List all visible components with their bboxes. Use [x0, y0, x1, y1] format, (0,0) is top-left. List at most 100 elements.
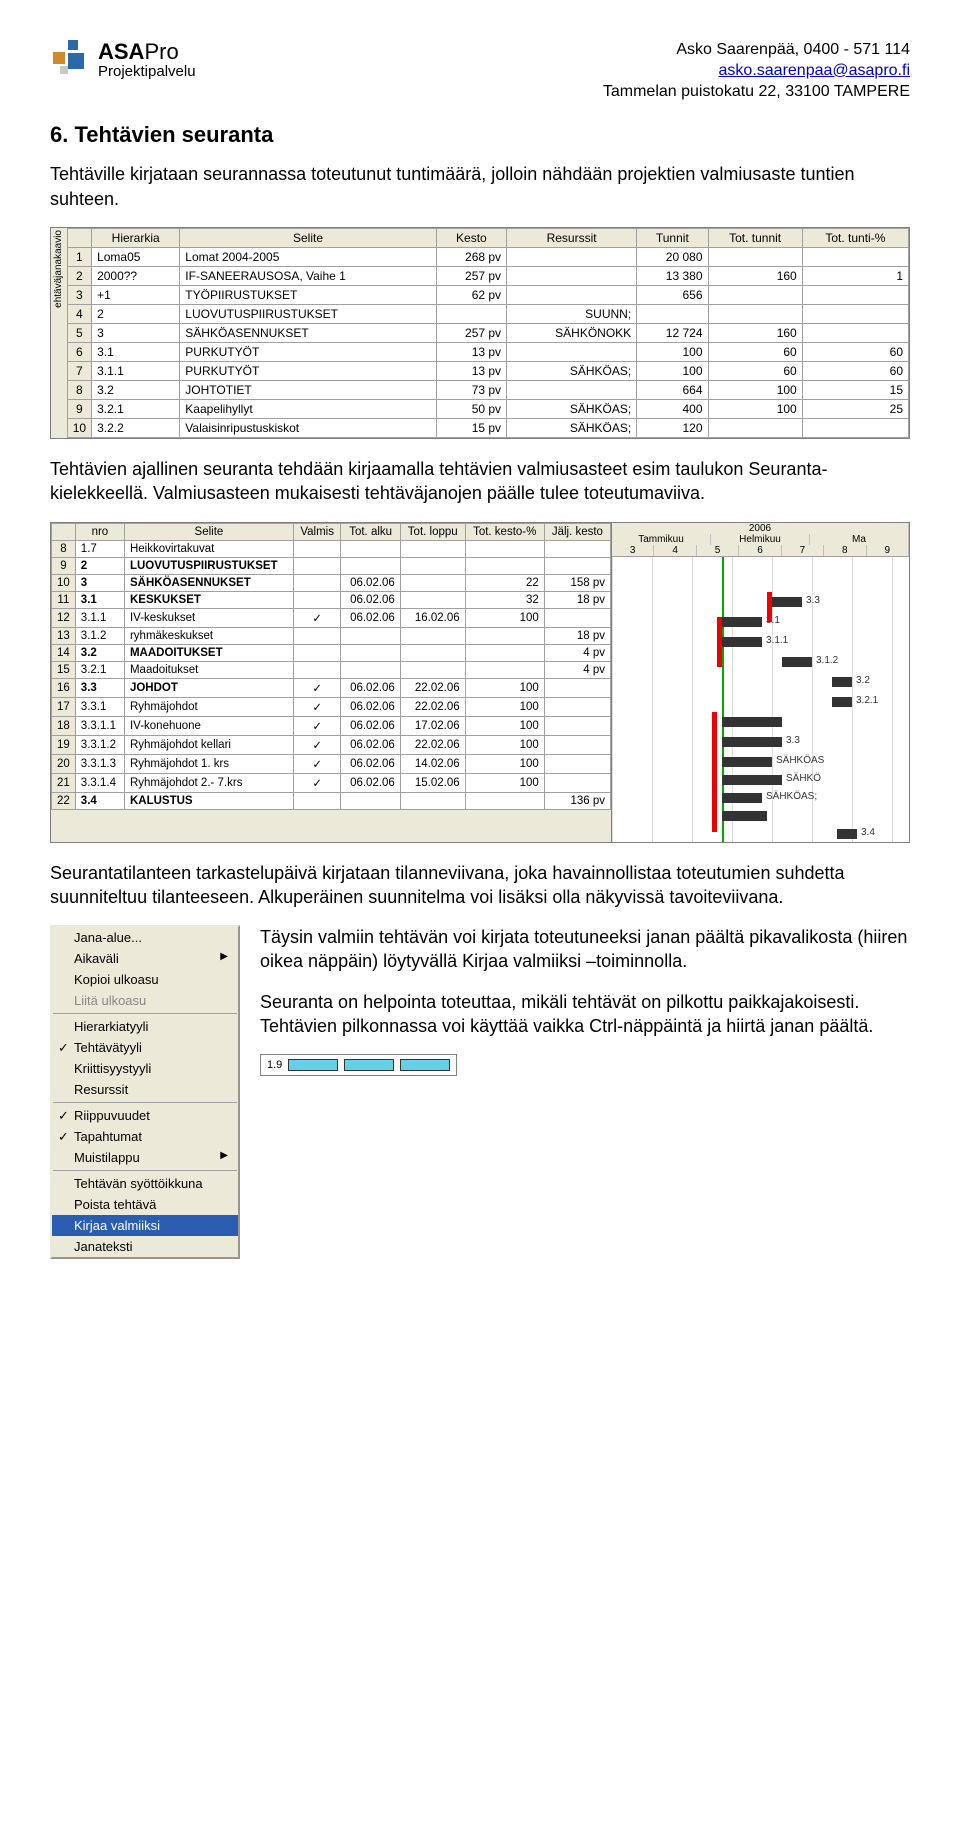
gantt-bar[interactable] [837, 829, 857, 839]
table-row[interactable]: 1Loma05Lomat 2004-2005268 pv20 080 [67, 247, 908, 266]
company-subtitle: Projektipalvelu [98, 64, 196, 81]
gantt-bar[interactable] [722, 811, 767, 821]
column-header: Jälj. kesto [544, 523, 610, 540]
mini-gantt-bar [344, 1059, 394, 1071]
contact-name: Asko Saarenpää, 0400 - 571 114 [603, 40, 910, 61]
paragraph-3: Seurantatilanteen tarkastelupäivä kirjat… [50, 861, 910, 910]
menu-item[interactable]: Aikaväli▶ [52, 948, 238, 969]
mini-gantt-bar [400, 1059, 450, 1071]
table-row[interactable]: 153.2.1Maadoitukset4 pv [52, 661, 611, 678]
contact-email-link[interactable]: asko.saarenpaa@asapro.fi [719, 62, 910, 79]
vertical-tab-label: ehtäväjanakaavio [51, 228, 67, 438]
gantt-bar[interactable] [782, 657, 812, 667]
paragraph-2: Tehtävien ajallinen seuranta tehdään kir… [50, 457, 910, 506]
gantt-bar-label: 3.4 [861, 827, 875, 838]
menu-item[interactable]: Hierarkiatyyli [52, 1016, 238, 1037]
gantt-bar-label: 3.2.1 [856, 695, 878, 706]
menu-item[interactable]: Janateksti [52, 1236, 238, 1257]
gantt-bar[interactable] [722, 757, 772, 767]
table-row[interactable]: 63.1PURKUTYÖT13 pv1006060 [67, 342, 908, 361]
column-header: Tot. tunnit [708, 228, 802, 247]
column-header: Resurssit [507, 228, 637, 247]
column-header: Kesto [436, 228, 506, 247]
table-row[interactable]: 3+1TYÖPIIRUSTUKSET62 pv656 [67, 285, 908, 304]
logo-block: ASAPro Projektipalvelu [50, 40, 196, 102]
gantt-bar[interactable] [832, 677, 852, 687]
gantt-bar[interactable] [722, 637, 762, 647]
menu-item[interactable]: Tehtävän syöttöikkuna [52, 1173, 238, 1194]
table-row[interactable]: 213.3.1.4Ryhmäjohdot 2.- 7.krs✓06.02.061… [52, 773, 611, 792]
menu-item[interactable]: Riippuvuudet [52, 1105, 238, 1126]
column-header: Selite [180, 228, 436, 247]
table-row[interactable]: 133.1.2ryhmäkeskukset18 pv [52, 627, 611, 644]
menu-item[interactable]: Poista tehtävä [52, 1194, 238, 1215]
gantt-bar[interactable] [722, 737, 782, 747]
gantt-bar[interactable] [772, 597, 802, 607]
gantt-chart: 2006 TammikuuHelmikuuMa 3456789 3.33.13.… [611, 523, 909, 842]
menu-item[interactable]: Resurssit [52, 1079, 238, 1100]
table-row[interactable]: 113.1KESKUKSET06.02.063218 pv [52, 591, 611, 608]
gantt-bar[interactable] [722, 775, 782, 785]
column-header: Tunnit [637, 228, 708, 247]
table-row[interactable]: 22000??IF-SANEERAUSOSA, Vaihe 1257 pv13 … [67, 266, 908, 285]
task-table-1: HierarkiaSeliteKestoResurssitTunnitTot. … [67, 228, 909, 438]
gantt-bar-label: 3.2 [856, 675, 870, 686]
contact-address: Tammelan puistokatu 22, 33100 TAMPERE [603, 82, 910, 103]
table-row[interactable]: 83.2JOHTOTIET73 pv66410015 [67, 380, 908, 399]
table-row[interactable]: 53SÄHKÖASENNUKSET257 pvSÄHKÖNOKK12 72416… [67, 323, 908, 342]
table-row[interactable]: 93.2.1Kaapelihyllyt50 pvSÄHKÖAS;40010025 [67, 399, 908, 418]
column-header: Valmis [293, 523, 341, 540]
gantt-bar-label: SÄHKÖ [786, 773, 821, 784]
menu-item[interactable]: Muistilappu▶ [52, 1147, 238, 1168]
paragraph-1: Tehtäville kirjataan seurannassa toteutu… [50, 162, 910, 211]
table-row[interactable]: 173.3.1Ryhmäjohdot✓06.02.0622.02.06100 [52, 697, 611, 716]
menu-item[interactable]: Kirjaa valmiiksi [52, 1215, 238, 1236]
table-row[interactable]: 223.4KALUSTUS136 pv [52, 792, 611, 809]
context-menu: Jana-alue...Aikaväli▶Kopioi ulkoasuLiitä… [50, 925, 240, 1259]
paragraph-5: Seuranta on helpointa toteuttaa, mikäli … [260, 990, 910, 1039]
gantt-bar[interactable] [722, 617, 762, 627]
menu-item: Liitä ulkoasu [52, 990, 238, 1011]
menu-item[interactable]: Tapahtumat [52, 1126, 238, 1147]
table-row[interactable]: 81.7Heikkovirtakuvat [52, 540, 611, 557]
gantt-bar-label: 3.3 [786, 735, 800, 746]
gantt-bar-label: SÄHKÖAS [776, 755, 824, 766]
mini-gantt-label: 1.9 [267, 1059, 282, 1071]
menu-item[interactable]: Tehtävätyyli [52, 1037, 238, 1058]
menu-item[interactable]: Kriittisyystyyli [52, 1058, 238, 1079]
task-table-2: nroSeliteValmisTot. alkuTot. loppuTot. k… [51, 523, 611, 810]
page-header: ASAPro Projektipalvelu Asko Saarenpää, 0… [50, 40, 910, 102]
gantt-bar-label: 3.1.1 [766, 635, 788, 646]
status-line [712, 712, 717, 832]
menu-item[interactable]: Jana-alue... [52, 927, 238, 948]
table-row[interactable]: 163.3JOHDOT✓06.02.0622.02.06100 [52, 678, 611, 697]
table-row[interactable]: 73.1.1PURKUTYÖT13 pvSÄHKÖAS;1006060 [67, 361, 908, 380]
column-header: Tot. loppu [400, 523, 465, 540]
gantt-bar[interactable] [722, 717, 782, 727]
table-row[interactable]: 103.2.2Valaisinripustuskiskot15 pvSÄHKÖA… [67, 418, 908, 437]
column-header: Tot. kesto-% [465, 523, 544, 540]
gantt-bar[interactable] [722, 793, 762, 803]
gantt-bar-label: SÄHKÖAS; [766, 791, 817, 802]
table-row[interactable]: 103SÄHKÖASENNUKSET06.02.0622158 pv [52, 574, 611, 591]
table-row[interactable]: 42LUOVUTUSPIIRUSTUKSETSUUNN; [67, 304, 908, 323]
status-line [717, 617, 722, 667]
table-row[interactable]: 143.2MAADOITUKSET4 pv [52, 644, 611, 661]
menu-item[interactable]: Kopioi ulkoasu [52, 969, 238, 990]
table-row[interactable]: 193.3.1.2Ryhmäjohdot kellari✓06.02.0622.… [52, 735, 611, 754]
submenu-arrow-icon: ▶ [220, 1150, 228, 1161]
contact-block: Asko Saarenpää, 0400 - 571 114 asko.saar… [603, 40, 910, 102]
screenshot-table-1: ehtäväjanakaavio HierarkiaSeliteKestoRes… [50, 227, 910, 439]
gantt-bar[interactable] [832, 697, 852, 707]
table-row[interactable]: 183.3.1.1IV-konehuone✓06.02.0617.02.0610… [52, 716, 611, 735]
table-row[interactable]: 92LUOVUTUSPIIRUSTUKSET [52, 557, 611, 574]
column-header: Selite [124, 523, 293, 540]
paragraph-4: Täysin valmiin tehtävän voi kirjata tote… [260, 925, 910, 974]
gantt-bar-label: 3.3 [806, 595, 820, 606]
gantt-bar-label: 3.1.2 [816, 655, 838, 666]
logo-icon [50, 40, 90, 80]
screenshot-table-2: nroSeliteValmisTot. alkuTot. loppuTot. k… [50, 522, 910, 843]
table-row[interactable]: 203.3.1.3Ryhmäjohdot 1. krs✓06.02.0614.0… [52, 754, 611, 773]
table-row[interactable]: 123.1.1IV-keskukset✓06.02.0616.02.06100 [52, 608, 611, 627]
submenu-arrow-icon: ▶ [220, 951, 228, 962]
